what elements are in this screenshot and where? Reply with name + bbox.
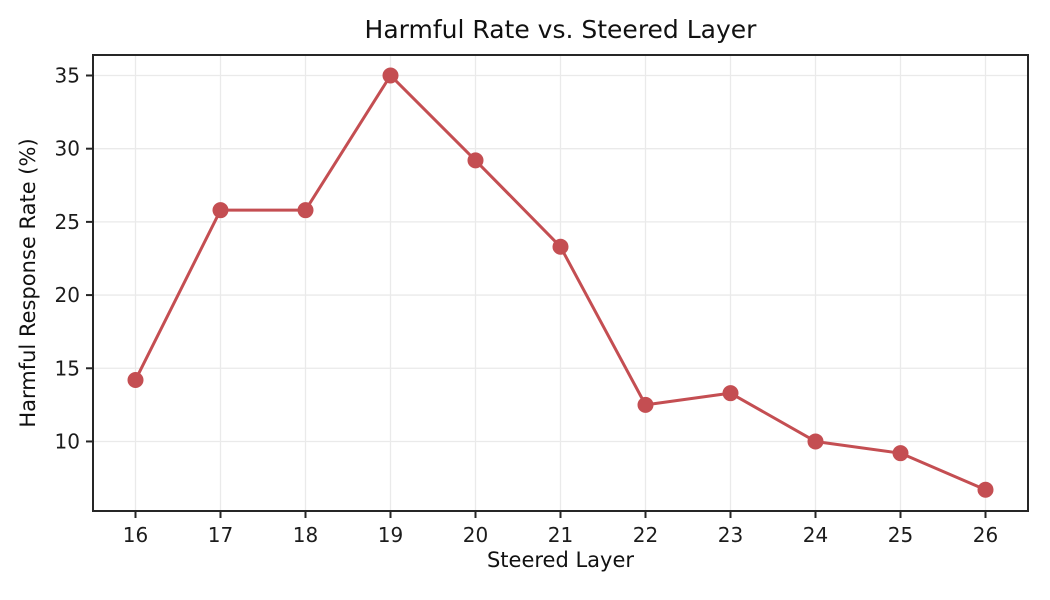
data-point bbox=[467, 152, 484, 169]
x-tick-label: 25 bbox=[888, 523, 913, 547]
x-tick-label: 21 bbox=[548, 523, 573, 547]
x-tick-label: 20 bbox=[463, 523, 488, 547]
data-point bbox=[977, 481, 994, 498]
x-tick-label: 22 bbox=[633, 523, 658, 547]
data-point bbox=[382, 67, 399, 84]
data-point bbox=[552, 238, 569, 255]
chart-title: Harmful Rate vs. Steered Layer bbox=[364, 15, 757, 44]
y-tick-label: 10 bbox=[55, 429, 80, 453]
data-point bbox=[807, 433, 824, 450]
data-point bbox=[892, 445, 909, 462]
data-point bbox=[212, 202, 229, 219]
x-tick-label: 19 bbox=[378, 523, 403, 547]
x-tick-label: 18 bbox=[293, 523, 318, 547]
x-tick-label: 17 bbox=[208, 523, 233, 547]
x-tick-label: 23 bbox=[718, 523, 743, 547]
data-point bbox=[637, 396, 654, 413]
y-tick-label: 20 bbox=[55, 283, 80, 307]
y-tick-label: 25 bbox=[55, 210, 80, 234]
y-tick-label: 15 bbox=[55, 356, 80, 380]
y-tick-label: 30 bbox=[55, 137, 80, 161]
x-axis-label: Steered Layer bbox=[486, 548, 635, 572]
y-axis-label: Harmful Response Rate (%) bbox=[16, 138, 40, 428]
data-point bbox=[297, 202, 314, 219]
data-point bbox=[127, 371, 144, 388]
y-tick-label: 35 bbox=[55, 63, 80, 87]
x-tick-label: 16 bbox=[123, 523, 148, 547]
x-tick-label: 24 bbox=[803, 523, 828, 547]
x-tick-label: 26 bbox=[973, 523, 998, 547]
data-point bbox=[722, 385, 739, 402]
